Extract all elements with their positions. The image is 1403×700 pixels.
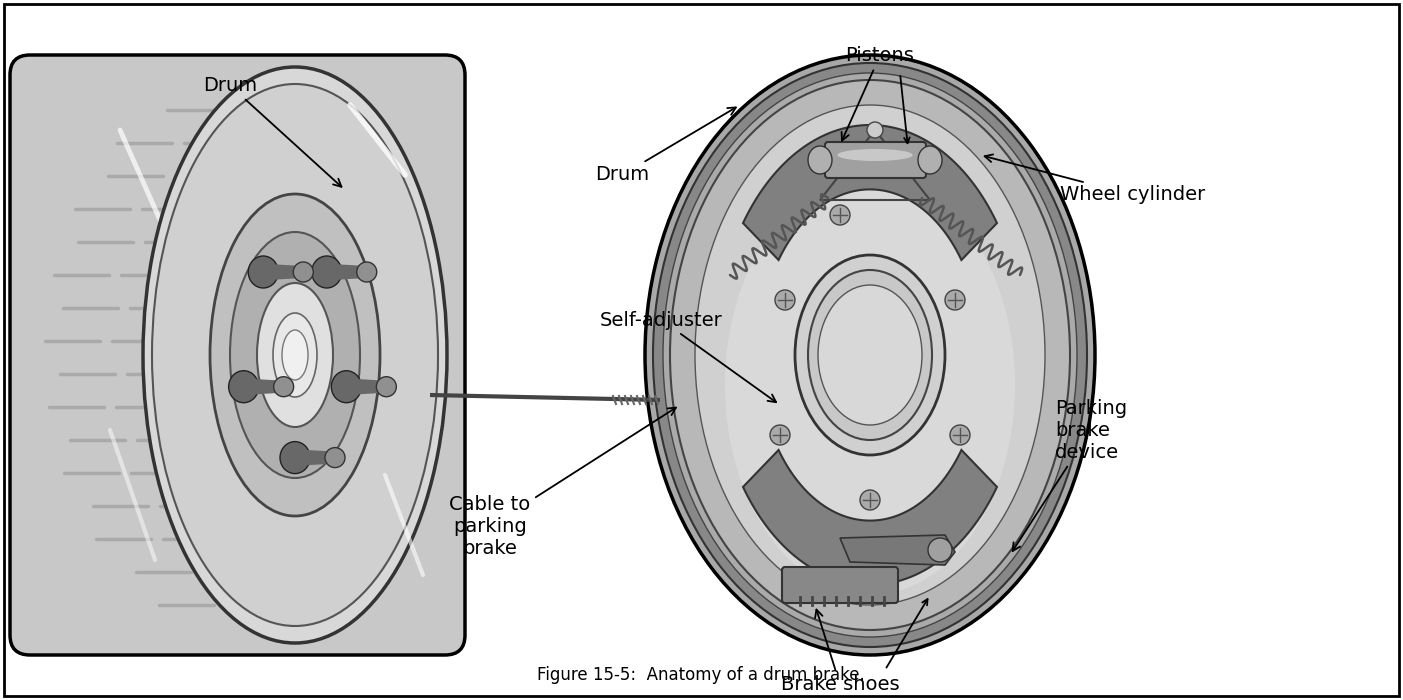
Polygon shape	[331, 264, 366, 280]
Ellipse shape	[860, 490, 880, 510]
FancyBboxPatch shape	[10, 55, 464, 655]
Ellipse shape	[808, 270, 932, 440]
Polygon shape	[351, 379, 386, 395]
Ellipse shape	[376, 377, 397, 397]
Ellipse shape	[152, 84, 438, 626]
Ellipse shape	[356, 262, 377, 282]
Ellipse shape	[664, 73, 1078, 637]
Text: Parking
brake
device: Parking brake device	[1013, 398, 1127, 551]
Ellipse shape	[808, 146, 832, 174]
Ellipse shape	[257, 283, 333, 427]
Ellipse shape	[652, 63, 1087, 647]
Ellipse shape	[946, 290, 965, 310]
Ellipse shape	[838, 149, 912, 161]
Ellipse shape	[143, 67, 448, 643]
Ellipse shape	[694, 105, 1045, 605]
Ellipse shape	[774, 290, 796, 310]
Text: Drum: Drum	[595, 107, 737, 185]
Ellipse shape	[325, 447, 345, 468]
Polygon shape	[744, 125, 998, 260]
Polygon shape	[840, 535, 955, 565]
Ellipse shape	[248, 256, 278, 288]
FancyBboxPatch shape	[781, 567, 898, 603]
FancyBboxPatch shape	[825, 142, 926, 178]
Text: Brake shoes: Brake shoes	[780, 610, 899, 694]
Ellipse shape	[818, 285, 922, 425]
Ellipse shape	[293, 262, 313, 282]
Polygon shape	[268, 264, 303, 280]
Ellipse shape	[867, 122, 882, 138]
Ellipse shape	[950, 425, 969, 445]
Ellipse shape	[282, 330, 309, 380]
Polygon shape	[744, 450, 998, 585]
Ellipse shape	[831, 205, 850, 225]
Ellipse shape	[918, 146, 941, 174]
Ellipse shape	[274, 377, 293, 397]
Ellipse shape	[274, 313, 317, 397]
Ellipse shape	[645, 55, 1094, 655]
Ellipse shape	[927, 538, 953, 562]
Ellipse shape	[796, 255, 946, 455]
Ellipse shape	[229, 371, 258, 402]
Text: Cable to
parking
brake: Cable to parking brake	[449, 407, 676, 558]
Ellipse shape	[331, 371, 362, 402]
Polygon shape	[248, 379, 283, 395]
Polygon shape	[300, 449, 335, 466]
Ellipse shape	[311, 256, 342, 288]
Ellipse shape	[210, 194, 380, 516]
Text: Drum: Drum	[203, 76, 341, 187]
Ellipse shape	[725, 175, 1014, 595]
Ellipse shape	[671, 80, 1070, 630]
Text: Wheel cylinder: Wheel cylinder	[985, 155, 1205, 204]
Text: Figure 15-5:  Anatomy of a drum brake.: Figure 15-5: Anatomy of a drum brake.	[537, 666, 864, 684]
Ellipse shape	[281, 442, 310, 474]
Text: Pistons: Pistons	[842, 46, 915, 141]
Text: Self-adjuster: Self-adjuster	[600, 311, 776, 402]
Ellipse shape	[770, 425, 790, 445]
Ellipse shape	[230, 232, 361, 478]
